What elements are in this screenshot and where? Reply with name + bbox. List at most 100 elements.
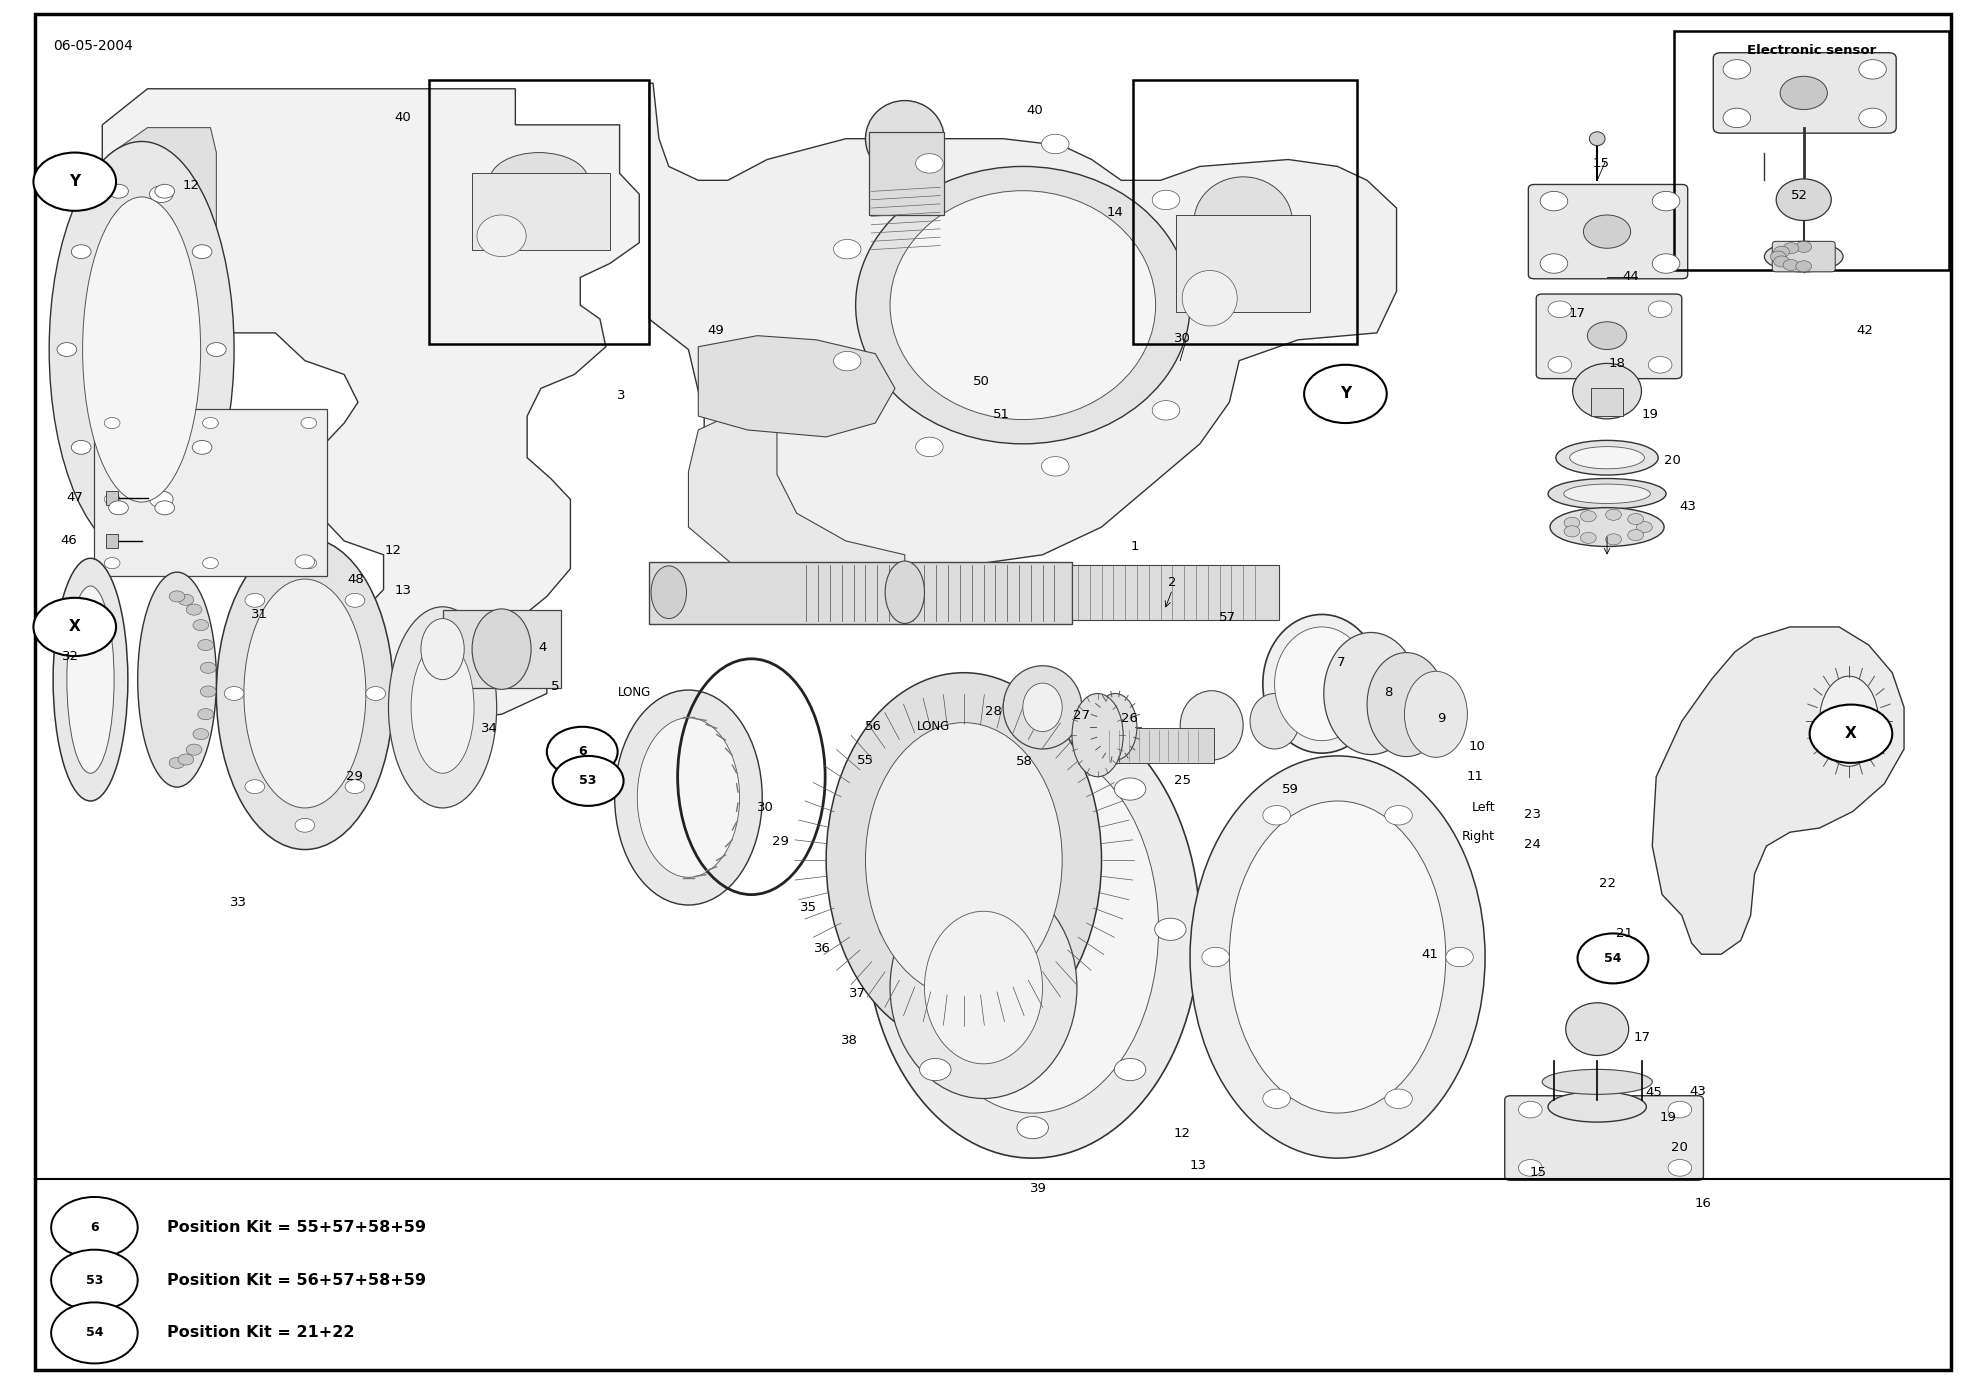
Circle shape: [224, 687, 244, 700]
Circle shape: [1668, 1160, 1692, 1176]
Circle shape: [1580, 533, 1595, 544]
FancyBboxPatch shape: [1713, 53, 1896, 133]
Circle shape: [169, 757, 185, 768]
Circle shape: [1859, 108, 1886, 128]
Ellipse shape: [1023, 684, 1062, 732]
Text: 16: 16: [1696, 1197, 1711, 1211]
Circle shape: [1605, 509, 1621, 520]
Text: 26: 26: [1121, 712, 1137, 725]
Circle shape: [1202, 947, 1229, 967]
Bar: [1105, 728, 1214, 763]
Circle shape: [1629, 513, 1644, 524]
Circle shape: [187, 605, 203, 616]
Text: 45: 45: [1646, 1086, 1662, 1100]
Text: 6: 6: [90, 1221, 98, 1234]
Circle shape: [246, 779, 266, 793]
Bar: [106, 534, 118, 548]
Circle shape: [149, 214, 173, 230]
Circle shape: [155, 184, 175, 198]
Text: 44: 44: [1623, 269, 1639, 283]
Bar: [472, 173, 610, 250]
Text: X: X: [69, 620, 81, 634]
Circle shape: [1859, 60, 1886, 79]
Polygon shape: [108, 128, 216, 544]
Circle shape: [1774, 247, 1790, 258]
Text: 48: 48: [348, 573, 364, 587]
Circle shape: [1519, 1101, 1542, 1118]
Circle shape: [1648, 356, 1672, 373]
Text: 7: 7: [1338, 656, 1345, 670]
Circle shape: [179, 594, 195, 605]
Bar: [429, 80, 649, 344]
Circle shape: [199, 709, 214, 720]
Text: 5: 5: [551, 680, 559, 694]
Ellipse shape: [421, 619, 464, 680]
Bar: [443, 610, 561, 688]
Bar: [1591, 388, 1623, 416]
Text: 40: 40: [1027, 104, 1043, 118]
Text: 13: 13: [1190, 1158, 1206, 1172]
Circle shape: [201, 662, 216, 673]
Text: 12: 12: [386, 544, 401, 558]
Circle shape: [366, 687, 386, 700]
Ellipse shape: [1263, 614, 1381, 753]
Text: 21: 21: [1617, 927, 1633, 940]
Text: 53: 53: [87, 1273, 102, 1287]
Text: 56: 56: [865, 720, 881, 734]
Text: 46: 46: [61, 534, 77, 548]
Text: 41: 41: [1422, 947, 1438, 961]
FancyBboxPatch shape: [1528, 184, 1688, 279]
Ellipse shape: [53, 559, 128, 802]
Ellipse shape: [637, 718, 740, 878]
Ellipse shape: [1776, 179, 1831, 221]
Text: 55: 55: [858, 753, 873, 767]
Circle shape: [295, 818, 315, 832]
Text: Right: Right: [1461, 829, 1495, 843]
Circle shape: [1782, 243, 1798, 254]
Text: 54: 54: [87, 1326, 102, 1340]
Circle shape: [203, 417, 218, 429]
Ellipse shape: [1194, 178, 1292, 268]
Text: 47: 47: [67, 491, 83, 505]
Ellipse shape: [216, 538, 393, 849]
Ellipse shape: [83, 197, 201, 502]
Circle shape: [104, 417, 120, 429]
Circle shape: [1810, 705, 1892, 763]
Polygon shape: [698, 336, 895, 437]
Circle shape: [207, 343, 226, 356]
Circle shape: [246, 594, 266, 608]
Ellipse shape: [865, 700, 1200, 1158]
Text: 17: 17: [1635, 1031, 1650, 1044]
Ellipse shape: [885, 562, 924, 624]
Text: 54: 54: [1605, 951, 1621, 965]
Circle shape: [193, 620, 209, 631]
Ellipse shape: [889, 190, 1157, 419]
Text: 49: 49: [708, 323, 724, 337]
Circle shape: [149, 269, 173, 286]
Circle shape: [1723, 60, 1751, 79]
Circle shape: [149, 241, 173, 258]
Circle shape: [1041, 135, 1068, 154]
Circle shape: [1578, 933, 1648, 983]
Circle shape: [1774, 255, 1790, 266]
Ellipse shape: [490, 153, 588, 208]
Text: 53: 53: [580, 774, 596, 788]
Ellipse shape: [1229, 802, 1446, 1112]
Circle shape: [879, 918, 911, 940]
Circle shape: [199, 639, 214, 651]
Ellipse shape: [1566, 1003, 1629, 1056]
Text: 25: 25: [1174, 774, 1190, 788]
Circle shape: [921, 778, 952, 800]
Text: 57: 57: [1220, 610, 1235, 624]
Text: 20: 20: [1664, 454, 1680, 467]
Circle shape: [1648, 301, 1672, 318]
Circle shape: [834, 351, 862, 370]
Circle shape: [71, 244, 90, 258]
Ellipse shape: [1367, 652, 1446, 757]
Text: 23: 23: [1524, 807, 1540, 821]
Text: Y: Y: [69, 175, 81, 189]
Circle shape: [1540, 191, 1568, 211]
Ellipse shape: [387, 608, 496, 807]
Circle shape: [1605, 534, 1621, 545]
Circle shape: [344, 779, 364, 793]
